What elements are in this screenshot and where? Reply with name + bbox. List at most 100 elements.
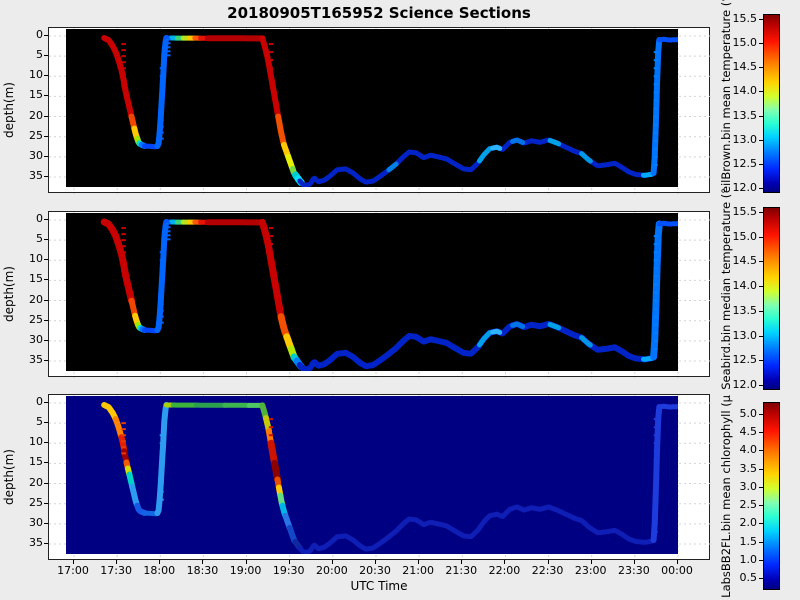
y-tick-mark: [44, 339, 48, 341]
y-tick-mark: [44, 442, 48, 444]
colorbar-tick-label: 15.5: [732, 205, 758, 218]
x-tick-label: 19:00: [229, 564, 262, 577]
section-plot-2: [49, 212, 711, 378]
y-tick-mark: [44, 155, 48, 157]
colorbar-seabird-median-temperature-section: [763, 207, 780, 390]
y-tick-mark: [44, 462, 48, 464]
colorbar-tick-mark: [759, 523, 763, 525]
colorbar-tick-label: 13.0: [732, 132, 758, 146]
y-tick-label: 25: [29, 312, 43, 326]
colorbar-tick-label: 12.0: [732, 378, 758, 391]
colorbar-tick-mark: [759, 19, 763, 20]
colorbar-tick-mark: [759, 286, 763, 288]
x-tick-label: 17:30: [100, 564, 132, 577]
colorbar-tick-label: 1.0: [739, 552, 758, 566]
x-tick-label: 18:30: [186, 564, 219, 577]
colorbar-tick-label: 3.0: [739, 479, 758, 493]
colorbar-tick-mark: [759, 541, 763, 543]
colorbar-tick-label: 13.5: [732, 303, 758, 317]
y-tick-mark: [44, 279, 48, 281]
y-tick-mark: [44, 299, 48, 301]
y-tick-label: 25: [29, 128, 43, 142]
y-tick-label: 10: [29, 435, 43, 449]
colorbar-tick-mark: [759, 139, 763, 141]
y-tick-mark: [44, 402, 48, 403]
y-tick-mark: [44, 95, 48, 97]
colorbar-tick-mark: [759, 310, 763, 312]
colorbar-tick-mark: [759, 360, 763, 362]
x-tick-mark: [331, 560, 333, 564]
x-tick-mark: [202, 560, 204, 564]
colorbar-axis-label: eilBrown.bin mean temperature (°: [719, 0, 733, 193]
y-tick-label: 15: [29, 455, 43, 469]
colorbar-tick-label: 0.5: [739, 571, 758, 584]
x-tick-mark: [159, 560, 161, 564]
colorbar-tick-label: 2.5: [739, 498, 758, 512]
x-tick-label: 00:00: [661, 564, 693, 577]
colorbar-tick-mark: [759, 335, 763, 337]
colorbar-wetlabs-mean-chlorophyll-section: [763, 402, 780, 590]
colorbar-tick-label: 14.0: [732, 84, 758, 98]
colorbar-neilbrown-mean-temperature-section: [763, 14, 780, 193]
colorbar-axis-label: Seabird.bin median temperature (°: [719, 188, 733, 390]
colorbar-tick-mark: [759, 578, 763, 579]
y-tick-label: 5: [36, 48, 43, 62]
colorbar-tick-label: 14.0: [732, 279, 758, 293]
colorbar-tick-label: 3.5: [739, 461, 758, 475]
y-tick-label: 10: [29, 252, 43, 266]
y-tick-mark: [44, 219, 48, 220]
y-tick-label: 30: [29, 515, 43, 529]
x-tick-label: 20:00: [315, 564, 348, 577]
colorbar-tick-mark: [759, 91, 763, 93]
panel-plot-area-neilbrown-mean-temperature-section: [48, 27, 711, 194]
colorbar-tick-label: 2.0: [739, 516, 758, 530]
colorbar-tick-label: 1.5: [739, 534, 758, 548]
y-tick-label: 5: [36, 415, 43, 429]
y-tick-mark: [44, 259, 48, 261]
colorbar-tick-label: 15.5: [732, 12, 758, 25]
colorbar-tick-mark: [759, 486, 763, 488]
colorbar-tick-label: 4.5: [739, 425, 758, 439]
glider-section-trace: [101, 402, 678, 554]
x-tick-mark: [288, 560, 290, 564]
colorbar-tick-label: 12.5: [732, 353, 758, 367]
x-tick-label: 17:00: [57, 564, 89, 577]
x-tick-label: 20:30: [359, 564, 391, 577]
section-plot-1: [49, 28, 711, 194]
y-tick-mark: [44, 55, 48, 57]
panel-plot-area-wetlabs-mean-chlorophyll-section: [48, 394, 711, 561]
y-tick-mark: [44, 115, 48, 117]
x-tick-mark: [418, 560, 420, 564]
x-tick-mark: [461, 560, 463, 564]
colorbar-tick-label: 15.0: [732, 36, 758, 50]
colorbar-tick-label: 13.5: [732, 108, 758, 122]
x-tick-label: 22:00: [488, 564, 521, 577]
panel-plot-area-seabird-median-temperature-section: [48, 211, 711, 378]
x-axis-label: UTC Time: [350, 579, 408, 593]
y-tick-mark: [44, 135, 48, 137]
y-tick-label: 0: [36, 395, 43, 408]
colorbar-tick-mark: [759, 67, 763, 69]
y-tick-label: 10: [29, 68, 43, 82]
colorbar-tick-label: 14.5: [732, 60, 758, 74]
colorbar-tick-mark: [759, 163, 763, 165]
x-tick-label: 18:00: [143, 564, 176, 577]
y-tick-label: 35: [29, 168, 43, 182]
colorbar-tick-label: 12.5: [732, 156, 758, 170]
y-tick-label: 15: [29, 88, 43, 102]
x-tick-label: 22:30: [531, 564, 564, 577]
x-tick-mark: [677, 560, 678, 564]
y-tick-mark: [44, 319, 48, 321]
colorbar-tick-mark: [759, 188, 763, 189]
colorbar-tick-label: 5.0: [739, 407, 758, 420]
x-tick-mark: [504, 560, 506, 564]
figure-title: 20180905T165952 Science Sections: [227, 4, 531, 22]
x-tick-mark: [633, 560, 635, 564]
colorbar-tick-mark: [759, 236, 763, 238]
colorbar-tick-label: 13.0: [732, 328, 758, 342]
no-data-background: [66, 213, 678, 371]
y-tick-mark: [44, 35, 48, 36]
x-tick-label: 19:30: [272, 564, 305, 577]
x-tick-mark: [116, 560, 118, 564]
colorbar-tick-mark: [759, 115, 763, 117]
